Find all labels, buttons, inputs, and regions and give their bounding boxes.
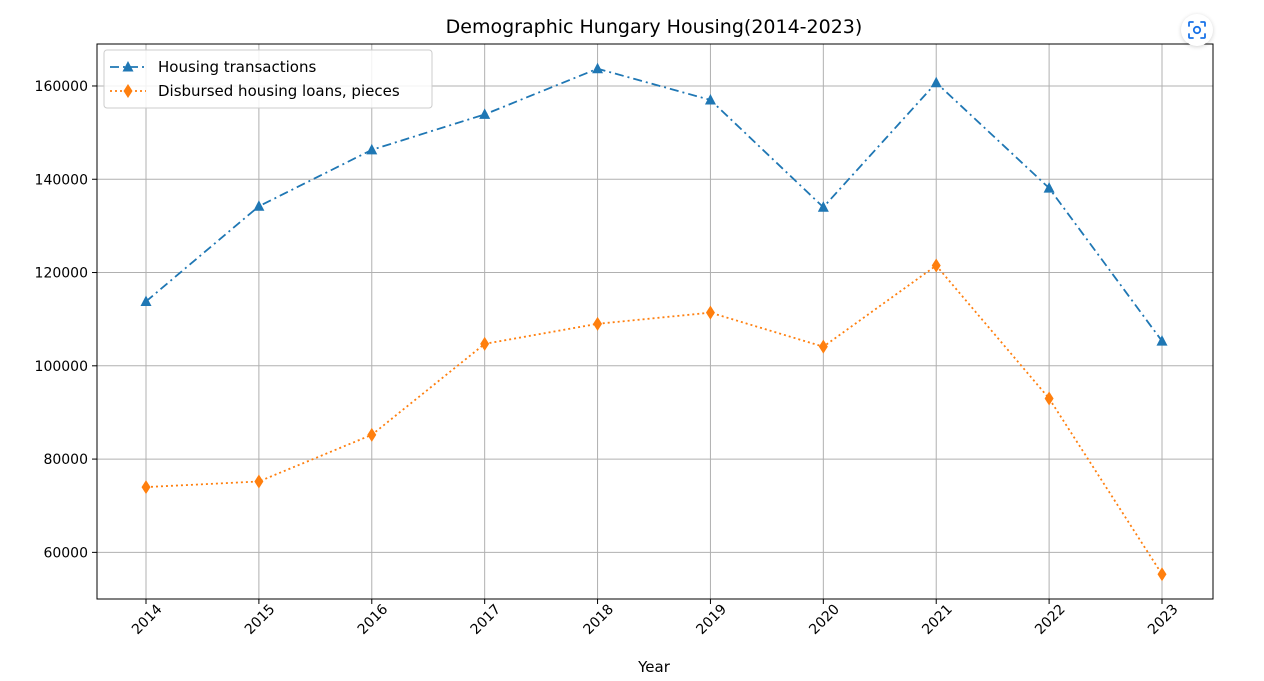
plot-frame — [96, 43, 1214, 600]
x-tick-label: 2021 — [919, 601, 956, 638]
x-axis: 2014 2015 2016 2017 2018 2019 2020 2021 2022 2023 — [129, 599, 1182, 638]
x-tick-label: 2020 — [806, 601, 843, 638]
y-tick-label: 100000 — [35, 359, 88, 375]
series-1-point — [367, 427, 377, 442]
series-1-point — [254, 474, 264, 489]
series-line-1 — [145, 264, 1163, 575]
y-tick-label: 120000 — [35, 266, 88, 282]
legend-marker-0 — [122, 61, 134, 72]
series-1-point — [1044, 391, 1054, 406]
series-line-0 — [145, 67, 1163, 342]
series-1-point — [705, 305, 715, 320]
scan-button[interactable] — [1181, 14, 1213, 46]
legend-box — [103, 49, 433, 109]
series-1-point — [141, 480, 151, 495]
legend-label-0: Housing transactions — [158, 58, 316, 76]
series-0-point — [930, 76, 942, 88]
y-tick-label: 160000 — [35, 79, 88, 95]
y-tick-label: 140000 — [35, 172, 88, 188]
series-0-point — [366, 143, 378, 155]
x-tick-label: 2019 — [693, 601, 730, 638]
x-tick-label: 2015 — [242, 601, 279, 638]
y-axis: 60000 80000 100000 120000 140000 160000 — [35, 79, 97, 561]
series-0-point — [1043, 182, 1055, 193]
x-tick-label: 2023 — [1145, 601, 1182, 638]
legend-marker-1 — [123, 84, 133, 98]
legend: Housing transactions Disbursed housing lo… — [103, 49, 433, 109]
x-axis-label: Year — [637, 658, 671, 676]
x-tick-label: 2018 — [581, 601, 618, 638]
x-tick-label: 2016 — [355, 601, 392, 638]
series-1-point — [480, 336, 490, 351]
series-0-point — [253, 200, 265, 211]
chart-title: Demographic Hungary Housing(2014-2023) — [446, 16, 863, 38]
series-layer — [140, 62, 1168, 582]
series-0-point — [140, 295, 152, 306]
y-tick-label: 60000 — [43, 545, 88, 561]
series-0-point — [817, 201, 829, 212]
series-0-point — [704, 93, 716, 105]
series-1-point — [931, 258, 941, 273]
series-0-point — [479, 108, 491, 119]
legend-label-1: Disbursed housing loans, pieces — [158, 82, 400, 100]
x-tick-label: 2014 — [129, 601, 166, 638]
y-tick-label: 80000 — [43, 452, 88, 468]
x-tick-label: 2022 — [1032, 601, 1069, 638]
series-1-point — [593, 316, 603, 331]
x-tick-label: 2017 — [468, 601, 505, 638]
series-1-point — [818, 339, 828, 354]
scan-focus-icon — [1188, 21, 1206, 39]
series-1-point — [1157, 567, 1167, 582]
series-0-point — [592, 62, 604, 74]
grid — [97, 44, 1213, 599]
series-0-point — [1156, 335, 1168, 346]
